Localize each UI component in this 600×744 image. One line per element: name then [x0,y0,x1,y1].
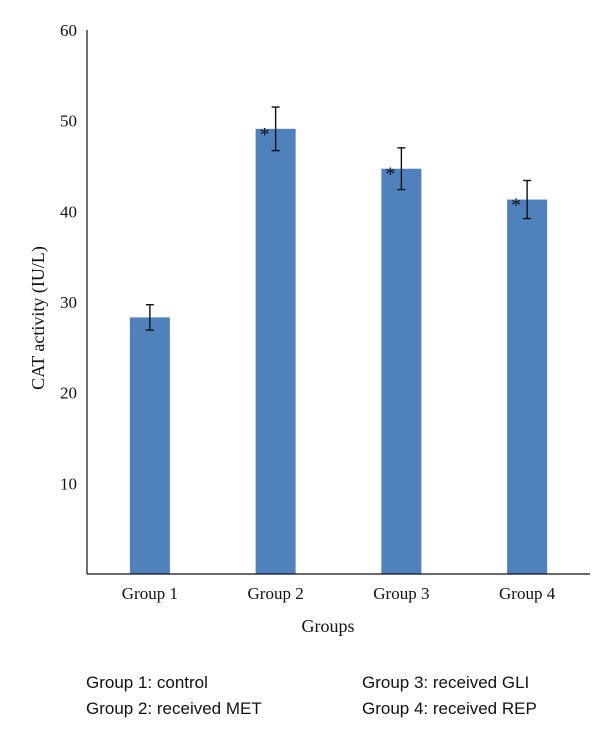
bar [129,317,170,574]
legend-entry-group-3: Group 3: received GLI [362,673,530,692]
significance-marker: * [511,195,521,217]
x-tick-label: Group 2 [248,584,304,603]
y-tick-label: 20 [60,384,77,403]
x-tick-label: Group 1 [122,584,178,603]
y-axis-title: CAT activity (IU/L) [28,246,49,390]
x-axis-title: Groups [302,616,355,636]
x-tick-label: Group 3 [373,584,429,603]
x-axis: Group 1 Group 2 Group 3 Group 4 [87,573,590,603]
bar [381,168,422,574]
y-tick-label: 30 [60,293,77,312]
y-tick-label: 50 [60,112,77,131]
legend-entry-group-2: Group 2: received MET [86,699,262,718]
y-tick-label: 10 [60,474,77,493]
bar [507,199,548,574]
bar [255,128,296,574]
bars: * * * [129,106,548,574]
legend-entry-group-4: Group 4: received REP [362,699,537,718]
x-tick-label: Group 4 [499,584,556,603]
y-tick-label: 60 [60,21,77,40]
y-tick-label: 40 [60,202,77,221]
legend-right: Group 3: received GLI Group 4: received … [362,670,537,722]
legend-left: Group 1: control Group 2: received MET [86,670,262,722]
y-axis: 10 20 30 40 50 60 [60,21,88,574]
significance-marker: * [260,124,270,146]
legend-entry-group-1: Group 1: control [86,673,208,692]
significance-marker: * [385,164,395,186]
